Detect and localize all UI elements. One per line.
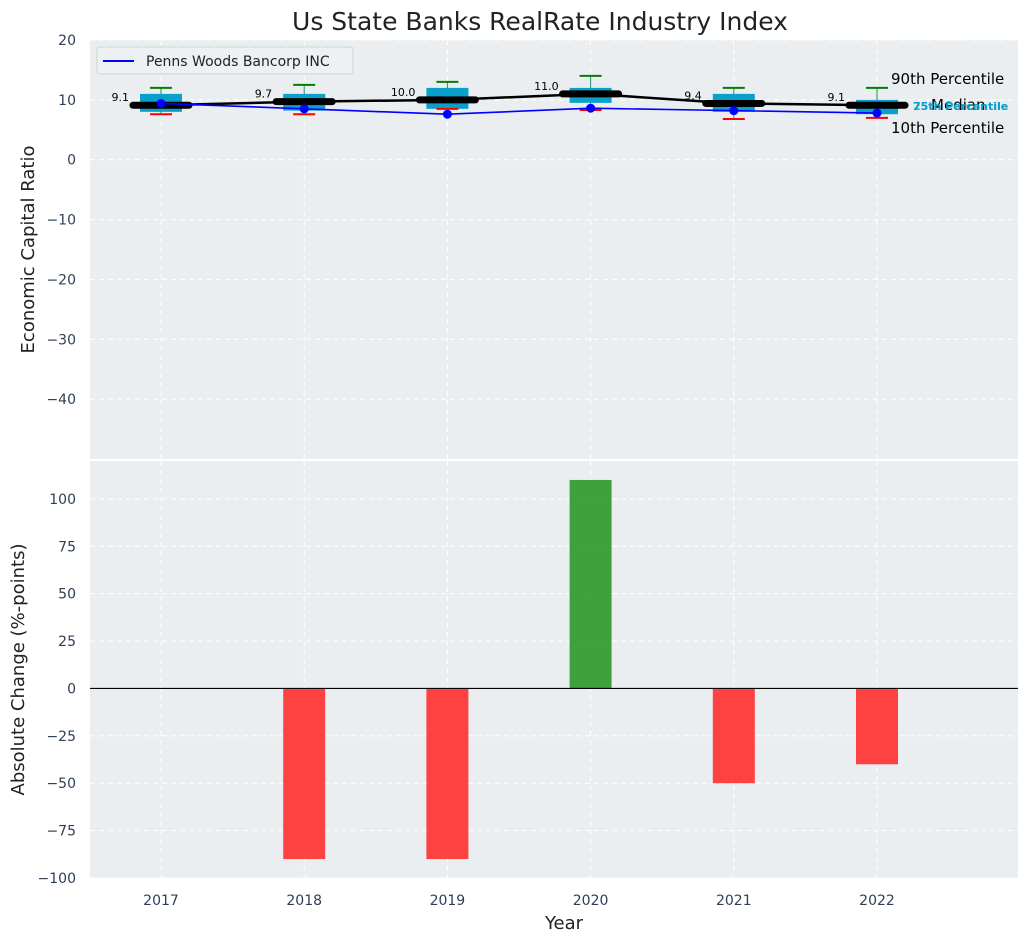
top-y-tick-label: −30 [46, 332, 76, 348]
annotation-p75: 75th Percentile [913, 100, 1008, 113]
median-value-label: 9.1 [828, 91, 846, 104]
company-point [299, 104, 309, 114]
change-bar-2020 [569, 479, 612, 689]
bottom-y-tick-label: −100 [38, 871, 76, 887]
change-bar-2021 [712, 688, 755, 784]
bottom-plot-area [90, 461, 1018, 878]
bottom-y-tick-label: 75 [58, 539, 76, 555]
top-y-tick-label: −20 [46, 272, 76, 288]
x-tick-label: 2018 [286, 893, 322, 909]
legend-box [96, 46, 354, 75]
median-value-label: 9.7 [255, 88, 273, 101]
top-y-tick-label: 20 [58, 33, 76, 49]
median-line [160, 92, 878, 107]
bottom-y-tick-label: 50 [58, 587, 76, 603]
x-tick-label: 2021 [716, 893, 752, 909]
x-tick-label: 2017 [143, 893, 179, 909]
company-line [160, 102, 878, 116]
legend: Penns Woods Bancorp INC [96, 46, 354, 75]
bottom-y-axis-label: Absolute Change (%-points) [8, 544, 29, 796]
company-point [729, 106, 739, 116]
change-bar-2022 [856, 688, 898, 765]
bottom-panel: 100 75 50 25 0 −25 −50 −75 −100 2017 2018 2019 2020 2… [8, 461, 1018, 934]
change-bar-2019 [426, 688, 469, 860]
bottom-y-tick-label: 25 [58, 634, 76, 650]
bottom-y-tick-label: −50 [46, 776, 76, 792]
median-value-label: 11.0 [534, 80, 559, 93]
chart-title: Us State Banks RealRate Industry Index [292, 7, 788, 36]
x-tick-label: 2019 [430, 893, 466, 909]
median-value-label: 10.0 [391, 86, 416, 99]
change-bar-2018 [283, 688, 326, 860]
bottom-y-tick-label: 100 [49, 492, 76, 508]
company-point [586, 103, 596, 113]
top-y-tick-label: −10 [46, 213, 76, 229]
top-panel: 20 10 0 −10 −20 −30 −40 Economic Capital Ratio 9… [18, 33, 1018, 459]
median-value-label: 9.1 [112, 91, 130, 104]
annotation-p10: 10th Percentile [891, 119, 1004, 137]
company-point [442, 109, 452, 119]
annotation-p25: 25th Percentile [913, 100, 1008, 113]
top-y-axis-label: Economic Capital Ratio [18, 146, 39, 354]
x-tick-label: 2022 [859, 893, 895, 909]
legend-label: Penns Woods Bancorp INC [146, 54, 330, 70]
x-tick-label: 2020 [573, 893, 609, 909]
bottom-y-tick-label: −25 [46, 729, 76, 745]
bottom-y-tick-label: −75 [46, 824, 76, 840]
company-point [872, 108, 882, 118]
company-point [156, 98, 166, 108]
top-y-tick-label: 0 [67, 153, 76, 169]
annotation-median: Median [931, 96, 986, 114]
annotation-p90: 90th Percentile [891, 70, 1004, 88]
top-y-tick-label: 10 [58, 93, 76, 109]
bottom-y-tick-label: 0 [67, 681, 76, 697]
top-y-tick-label: −40 [46, 392, 76, 408]
x-axis-label: Year [544, 913, 584, 934]
